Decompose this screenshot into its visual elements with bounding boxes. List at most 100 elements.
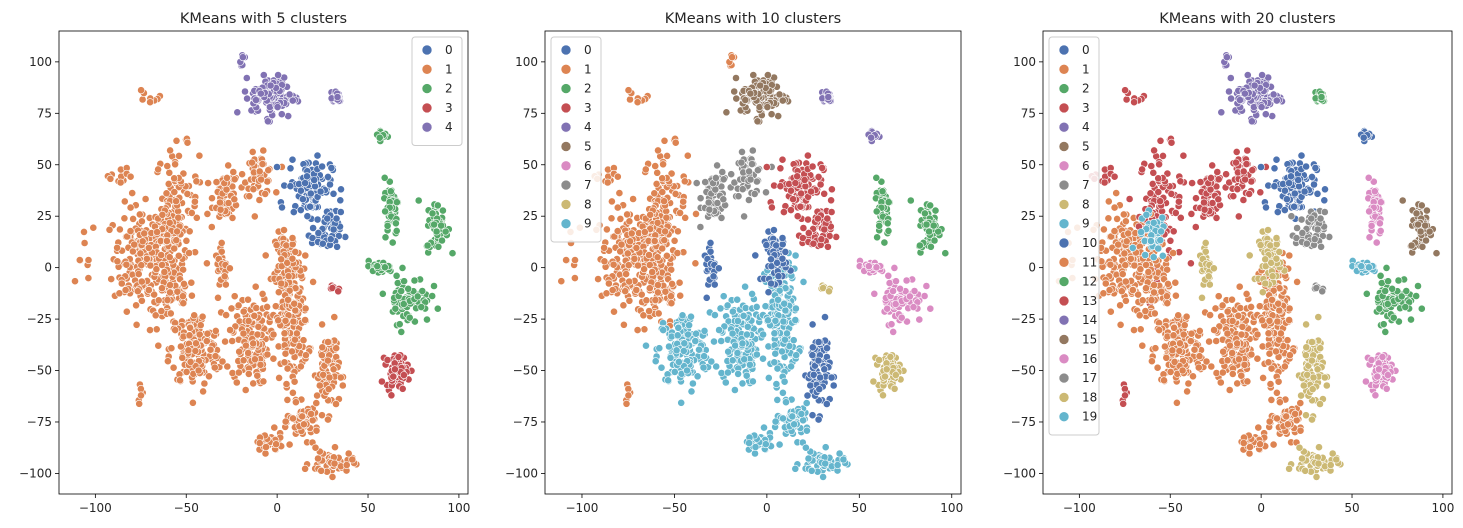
data-point — [685, 321, 693, 330]
data-point — [301, 464, 309, 473]
data-point — [922, 282, 931, 290]
data-point — [788, 412, 797, 421]
data-point — [1156, 236, 1165, 245]
data-point — [1163, 299, 1172, 308]
data-point — [741, 282, 749, 291]
data-point — [434, 242, 443, 251]
data-point — [773, 395, 782, 404]
data-point — [1236, 304, 1245, 312]
data-point — [176, 376, 184, 385]
y-tick-label: −50 — [513, 364, 538, 378]
data-point — [1219, 347, 1228, 356]
data-point — [875, 221, 884, 230]
data-point — [1156, 197, 1164, 206]
data-point — [242, 341, 250, 350]
data-point — [1214, 292, 1223, 301]
data-point — [689, 379, 697, 388]
data-point — [1176, 339, 1184, 348]
data-point — [1162, 353, 1171, 362]
data-point — [696, 194, 705, 203]
y-tick-label: −50 — [27, 364, 52, 378]
data-point — [740, 355, 749, 364]
data-point — [115, 289, 124, 298]
data-point — [251, 282, 260, 291]
data-point — [1178, 366, 1187, 375]
data-point — [1242, 160, 1251, 168]
data-point — [827, 373, 836, 382]
data-point — [1104, 197, 1113, 206]
data-point — [135, 399, 144, 408]
data-point — [116, 178, 125, 187]
data-point — [252, 96, 260, 104]
data-point — [399, 371, 408, 379]
data-point — [807, 466, 816, 475]
data-point — [182, 236, 191, 245]
data-point — [208, 194, 216, 203]
data-point — [705, 205, 714, 214]
data-point — [398, 263, 407, 272]
data-point — [306, 202, 314, 211]
data-point — [771, 349, 780, 358]
data-point — [298, 195, 307, 204]
data-point — [270, 423, 279, 432]
data-point — [1228, 317, 1237, 325]
data-point — [386, 187, 395, 196]
data-point — [230, 175, 239, 184]
data-point — [721, 378, 730, 387]
data-point — [192, 213, 201, 222]
legend-marker — [421, 64, 433, 75]
data-point — [740, 212, 748, 221]
data-point — [1171, 278, 1180, 287]
data-point — [1160, 376, 1168, 385]
data-point — [381, 233, 390, 242]
data-point — [873, 233, 881, 242]
data-point — [892, 277, 900, 286]
data-point — [329, 225, 338, 234]
data-point — [731, 341, 740, 350]
data-point — [1112, 189, 1121, 197]
data-point — [126, 227, 135, 235]
data-point — [243, 94, 251, 103]
data-point — [728, 53, 736, 62]
data-point — [717, 337, 726, 345]
y-tick-label: −75 — [513, 415, 538, 429]
data-point — [296, 206, 305, 214]
data-point — [889, 287, 897, 295]
data-point — [383, 356, 392, 364]
data-point — [288, 388, 297, 397]
data-point — [1234, 212, 1243, 221]
data-point — [288, 347, 296, 356]
data-point — [872, 263, 881, 272]
data-point — [1122, 296, 1130, 305]
data-point — [771, 316, 780, 325]
data-point — [71, 277, 79, 286]
data-point — [1155, 326, 1164, 334]
data-point — [152, 325, 161, 334]
data-point — [732, 94, 741, 103]
data-point — [271, 302, 280, 311]
data-point — [223, 362, 232, 371]
data-point — [671, 189, 680, 198]
data-point — [1232, 158, 1240, 167]
data-point — [645, 307, 653, 315]
data-point — [204, 179, 212, 187]
data-point — [1169, 249, 1177, 257]
data-point — [186, 323, 194, 332]
data-point — [667, 299, 676, 308]
data-point — [1141, 251, 1150, 259]
data-point — [767, 279, 775, 288]
y-tick-label: 100 — [515, 55, 538, 69]
data-point — [702, 293, 711, 302]
y-tick-label: 25 — [523, 209, 538, 223]
data-point — [239, 329, 248, 338]
data-point — [310, 176, 319, 184]
data-point — [128, 189, 137, 197]
data-point — [1187, 329, 1196, 338]
data-point — [137, 217, 146, 226]
data-point — [715, 326, 723, 334]
data-point — [129, 214, 137, 223]
data-point — [693, 372, 702, 381]
data-point — [1157, 227, 1165, 236]
legend-label: 0 — [584, 43, 592, 57]
data-point — [751, 443, 760, 451]
